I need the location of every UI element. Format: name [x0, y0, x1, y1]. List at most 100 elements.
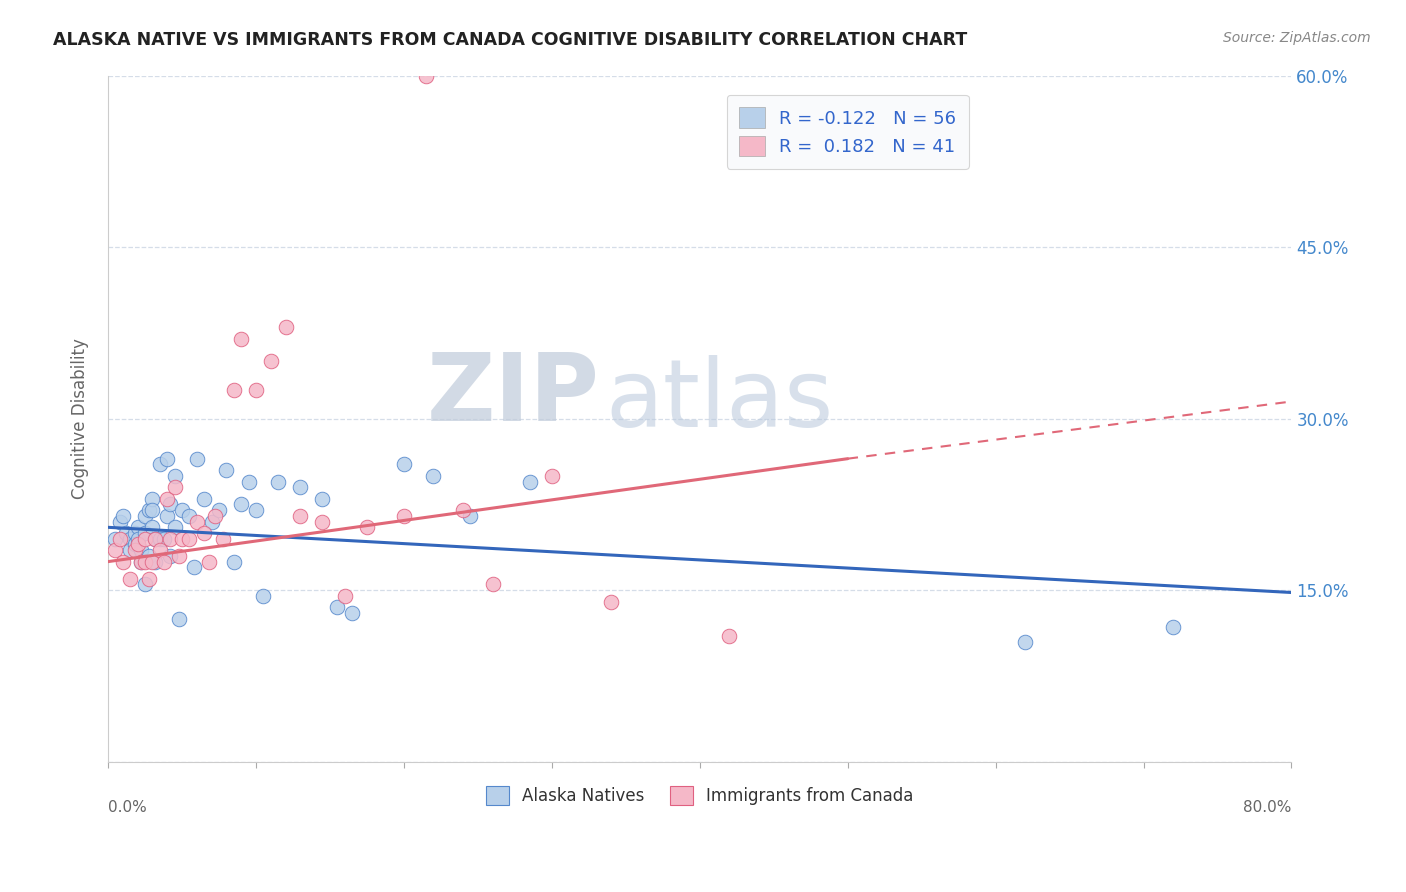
Point [231, 332, 253, 346]
Point [422, 468, 444, 483]
Point [200, 515, 222, 529]
Point [129, 555, 152, 569]
Point [267, 475, 290, 489]
Point [460, 508, 482, 523]
Point [163, 480, 186, 494]
Point [134, 555, 156, 569]
Point [149, 543, 172, 558]
Point [104, 543, 127, 558]
Point [170, 532, 193, 546]
Point [231, 498, 253, 512]
Point [129, 555, 152, 569]
Point [311, 491, 333, 506]
Point [127, 532, 149, 546]
Point [222, 383, 245, 397]
Point [222, 555, 245, 569]
Point [1014, 634, 1036, 648]
Point [134, 508, 156, 523]
Point [141, 491, 163, 506]
Point [179, 532, 201, 546]
Point [149, 458, 172, 472]
Point [111, 555, 134, 569]
Point [167, 612, 190, 626]
Text: ZIP: ZIP [426, 349, 599, 441]
Point [356, 520, 378, 534]
Point [149, 532, 172, 546]
Point [193, 526, 215, 541]
Text: ALASKA NATIVE VS IMMIGRANTS FROM CANADA COGNITIVE DISABILITY CORRELATION CHART: ALASKA NATIVE VS IMMIGRANTS FROM CANADA … [53, 31, 967, 49]
Point [1161, 620, 1184, 634]
Point [212, 532, 235, 546]
Point [415, 69, 437, 83]
Point [193, 491, 215, 506]
Point [340, 606, 363, 620]
Point [326, 600, 349, 615]
Point [600, 595, 623, 609]
Point [333, 589, 356, 603]
Point [204, 508, 226, 523]
Point [156, 451, 179, 466]
Legend: Alaska Natives, Immigrants from Canada: Alaska Natives, Immigrants from Canada [479, 780, 921, 812]
Point [245, 383, 267, 397]
Point [186, 451, 208, 466]
Point [111, 508, 134, 523]
Point [153, 555, 176, 569]
Point [108, 515, 131, 529]
Point [104, 532, 127, 546]
Point [143, 555, 166, 569]
Point [129, 543, 152, 558]
Point [252, 589, 274, 603]
Point [124, 537, 146, 551]
Point [124, 543, 146, 558]
Point [167, 549, 190, 563]
Point [127, 520, 149, 534]
Point [127, 537, 149, 551]
Point [208, 503, 231, 517]
Point [141, 520, 163, 534]
Text: atlas: atlas [605, 356, 834, 448]
Point [141, 555, 163, 569]
Point [290, 508, 312, 523]
Point [138, 503, 160, 517]
Point [392, 458, 415, 472]
Point [519, 475, 541, 489]
Point [311, 515, 333, 529]
Point [153, 532, 176, 546]
Point [108, 532, 131, 546]
Y-axis label: Cognitive Disability: Cognitive Disability [72, 338, 89, 500]
Point [134, 532, 156, 546]
Point [451, 503, 474, 517]
Point [141, 503, 163, 517]
Point [245, 503, 267, 517]
Point [183, 560, 205, 574]
Point [481, 577, 503, 591]
Point [124, 526, 146, 541]
Point [114, 526, 136, 541]
Text: Source: ZipAtlas.com: Source: ZipAtlas.com [1223, 31, 1371, 45]
Point [156, 491, 179, 506]
Point [159, 532, 181, 546]
Text: 80.0%: 80.0% [1243, 799, 1292, 814]
Text: 0.0%: 0.0% [108, 799, 146, 814]
Point [134, 577, 156, 591]
Point [238, 475, 260, 489]
Point [186, 515, 208, 529]
Point [120, 532, 142, 546]
Point [392, 508, 415, 523]
Point [163, 468, 186, 483]
Point [120, 543, 142, 558]
Point [143, 532, 166, 546]
Point [290, 480, 312, 494]
Point [274, 320, 297, 334]
Point [159, 498, 181, 512]
Point [179, 508, 201, 523]
Point [138, 572, 160, 586]
Point [540, 468, 562, 483]
Point [215, 463, 238, 477]
Point [156, 508, 179, 523]
Point [143, 532, 166, 546]
Point [170, 503, 193, 517]
Point [718, 629, 741, 643]
Point [197, 555, 219, 569]
Point [159, 549, 181, 563]
